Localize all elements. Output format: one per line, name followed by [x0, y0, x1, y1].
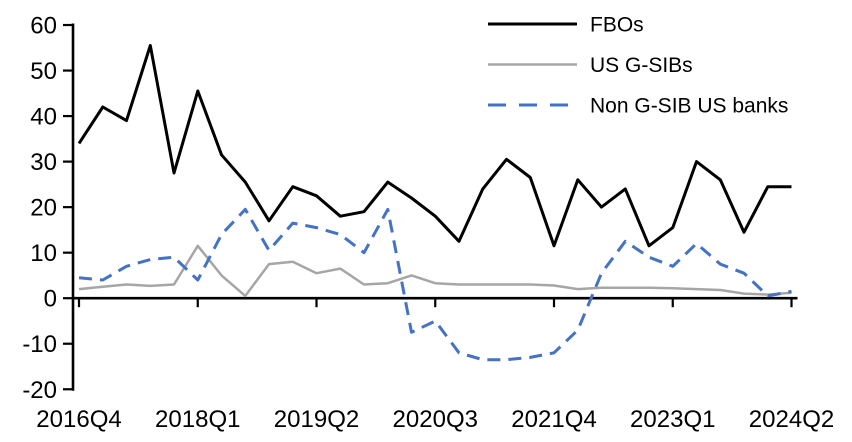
y-tick-label: 40 [30, 104, 57, 131]
x-tick-label: 2021Q4 [511, 406, 596, 433]
y-tick-label: 10 [30, 240, 57, 267]
series-line-us-g-sibs [78, 244, 792, 298]
y-tick-label: -20 [22, 377, 57, 404]
y-tick-label: -10 [22, 331, 57, 358]
y-tick-label: 0 [44, 286, 57, 313]
x-tick-label: 2016Q4 [36, 406, 121, 433]
x-tick-label: 2023Q1 [630, 406, 715, 433]
series-line-non-g-sib-us-banks [78, 207, 792, 362]
x-tick-label: 2019Q2 [274, 406, 359, 433]
x-tick-label: 2018Q1 [155, 406, 240, 433]
legend-label-non-g-sib-us-banks: Non G-SIB US banks [590, 95, 788, 118]
legend-label-fbos: FBOs [590, 14, 644, 37]
y-tick-label: 30 [30, 149, 57, 176]
legend-label-us-g-sibs: US G-SIBs [590, 54, 693, 77]
y-tick-label: 20 [30, 195, 57, 222]
legend: FBOs US G-SIBs Non G-SIB US banks [488, 14, 788, 118]
y-tick-label: 50 [30, 58, 57, 85]
y-tick-label: 60 [30, 13, 57, 40]
x-tick-label: 2020Q3 [393, 406, 478, 433]
series-line-fbos [77, 44, 792, 248]
x-tick-label: 2024Q2 [749, 406, 834, 433]
series-lines [77, 44, 792, 362]
